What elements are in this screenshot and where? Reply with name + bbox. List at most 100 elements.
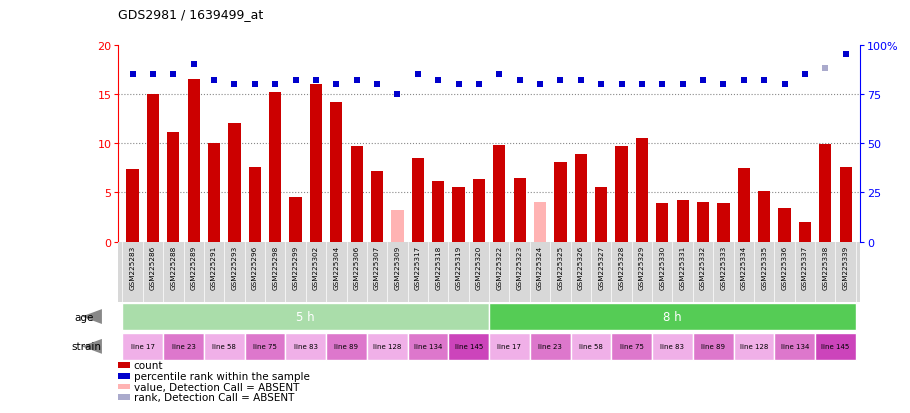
Text: GSM225322: GSM225322	[496, 245, 502, 289]
Text: GSM225332: GSM225332	[700, 245, 706, 289]
Bar	[612, 333, 652, 360]
Text: GSM225318: GSM225318	[435, 245, 441, 289]
Bar	[122, 304, 490, 330]
Bar	[371, 171, 383, 242]
Bar	[122, 333, 163, 360]
Bar	[248, 167, 261, 242]
Text: GSM225298: GSM225298	[272, 245, 278, 289]
Bar	[367, 333, 408, 360]
Bar	[126, 169, 138, 242]
Bar	[733, 333, 774, 360]
Text: line 145: line 145	[455, 344, 483, 349]
Bar	[656, 204, 669, 242]
Text: line 75: line 75	[253, 344, 277, 349]
Text: GSM225319: GSM225319	[456, 245, 461, 289]
Bar	[269, 93, 281, 242]
Bar	[411, 159, 424, 242]
Bar	[717, 204, 730, 242]
Text: line 17: line 17	[498, 344, 521, 349]
Bar	[571, 333, 612, 360]
Bar	[245, 333, 286, 360]
Bar	[330, 102, 342, 242]
Text: GSM225325: GSM225325	[558, 245, 563, 289]
Text: age: age	[75, 312, 94, 322]
Text: strain: strain	[72, 342, 102, 351]
Bar	[432, 182, 444, 242]
Bar	[595, 188, 607, 242]
Text: GSM225296: GSM225296	[252, 245, 258, 289]
Text: GSM225302: GSM225302	[313, 245, 318, 289]
Text: GSM225330: GSM225330	[660, 245, 665, 289]
Bar	[286, 333, 326, 360]
Text: line 58: line 58	[212, 344, 237, 349]
Text: GSM225306: GSM225306	[354, 245, 359, 289]
Text: GSM225328: GSM225328	[619, 245, 624, 289]
Text: line 23: line 23	[539, 344, 562, 349]
Bar	[840, 167, 852, 242]
Text: GSM225327: GSM225327	[598, 245, 604, 289]
Text: GSM225336: GSM225336	[782, 245, 787, 289]
Bar	[167, 133, 179, 242]
Bar	[530, 333, 571, 360]
Text: line 83: line 83	[661, 344, 684, 349]
Text: line 83: line 83	[294, 344, 318, 349]
Text: GSM225326: GSM225326	[578, 245, 584, 289]
Bar	[309, 85, 322, 242]
Bar	[819, 145, 832, 242]
Text: line 134: line 134	[781, 344, 809, 349]
Text: GSM225324: GSM225324	[537, 245, 543, 289]
Bar	[636, 139, 648, 242]
Bar	[615, 147, 628, 242]
Text: GSM225339: GSM225339	[843, 245, 849, 289]
Text: line 128: line 128	[740, 344, 768, 349]
Bar	[774, 333, 815, 360]
Text: GSM225331: GSM225331	[680, 245, 686, 289]
Bar	[473, 179, 485, 242]
Text: GSM225335: GSM225335	[761, 245, 767, 289]
Bar	[391, 211, 403, 242]
Bar	[452, 188, 465, 242]
Text: line 58: line 58	[579, 344, 603, 349]
Bar	[490, 333, 530, 360]
Bar	[163, 333, 204, 360]
Text: count: count	[134, 361, 163, 370]
Text: GSM225309: GSM225309	[394, 245, 400, 289]
Bar	[513, 178, 526, 242]
Text: 8 h: 8 h	[663, 310, 682, 323]
Text: line 89: line 89	[335, 344, 359, 349]
Text: GSM225288: GSM225288	[170, 245, 177, 289]
Bar	[778, 209, 791, 242]
Bar	[408, 333, 449, 360]
Text: line 89: line 89	[702, 344, 725, 349]
Text: line 17: line 17	[131, 344, 155, 349]
Text: GSM225334: GSM225334	[741, 245, 747, 289]
Bar	[575, 154, 587, 242]
Bar	[652, 333, 693, 360]
Text: GSM225329: GSM225329	[639, 245, 645, 289]
Bar	[676, 201, 689, 242]
Text: GSM225299: GSM225299	[292, 245, 298, 289]
Bar	[738, 169, 750, 242]
Bar	[493, 146, 505, 242]
Bar	[693, 333, 733, 360]
Text: GSM225323: GSM225323	[517, 245, 522, 289]
Text: GSM225293: GSM225293	[231, 245, 238, 289]
Text: line 134: line 134	[414, 344, 442, 349]
Text: GDS2981 / 1639499_at: GDS2981 / 1639499_at	[118, 8, 264, 21]
Bar	[204, 333, 245, 360]
Text: GSM225333: GSM225333	[721, 245, 726, 289]
Bar	[289, 198, 302, 242]
Bar	[350, 147, 363, 242]
Bar	[449, 333, 490, 360]
Text: GSM225286: GSM225286	[150, 245, 156, 289]
Polygon shape	[82, 309, 102, 324]
Bar	[147, 95, 159, 242]
Text: GSM225289: GSM225289	[191, 245, 197, 289]
Text: line 23: line 23	[172, 344, 196, 349]
Text: GSM225304: GSM225304	[333, 245, 339, 289]
Bar	[815, 333, 856, 360]
Text: GSM225337: GSM225337	[802, 245, 808, 289]
Bar	[554, 162, 567, 242]
Text: line 128: line 128	[373, 344, 401, 349]
Text: rank, Detection Call = ABSENT: rank, Detection Call = ABSENT	[134, 392, 294, 402]
